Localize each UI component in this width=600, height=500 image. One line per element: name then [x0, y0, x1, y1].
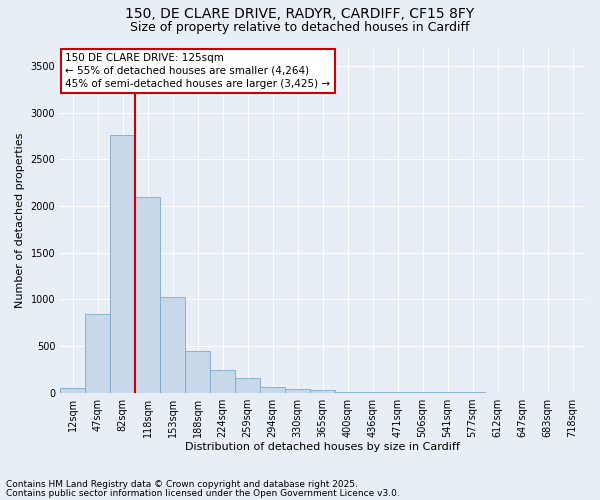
Bar	[260, 386, 285, 392]
Y-axis label: Number of detached properties: Number of detached properties	[15, 132, 25, 308]
Text: Contains public sector information licensed under the Open Government Licence v3: Contains public sector information licen…	[6, 489, 400, 498]
Text: Contains HM Land Registry data © Crown copyright and database right 2025.: Contains HM Land Registry data © Crown c…	[6, 480, 358, 489]
Bar	[210, 370, 235, 392]
Bar	[310, 390, 335, 392]
Bar	[110, 135, 135, 392]
Text: 150, DE CLARE DRIVE, RADYR, CARDIFF, CF15 8FY: 150, DE CLARE DRIVE, RADYR, CARDIFF, CF1…	[125, 8, 475, 22]
Text: Size of property relative to detached houses in Cardiff: Size of property relative to detached ho…	[130, 22, 470, 35]
Bar	[60, 388, 85, 392]
Bar	[235, 378, 260, 392]
Bar	[85, 314, 110, 392]
Bar	[135, 196, 160, 392]
Bar	[185, 350, 210, 393]
Bar	[160, 296, 185, 392]
Bar	[285, 389, 310, 392]
X-axis label: Distribution of detached houses by size in Cardiff: Distribution of detached houses by size …	[185, 442, 460, 452]
Text: 150 DE CLARE DRIVE: 125sqm
← 55% of detached houses are smaller (4,264)
45% of s: 150 DE CLARE DRIVE: 125sqm ← 55% of deta…	[65, 52, 331, 89]
